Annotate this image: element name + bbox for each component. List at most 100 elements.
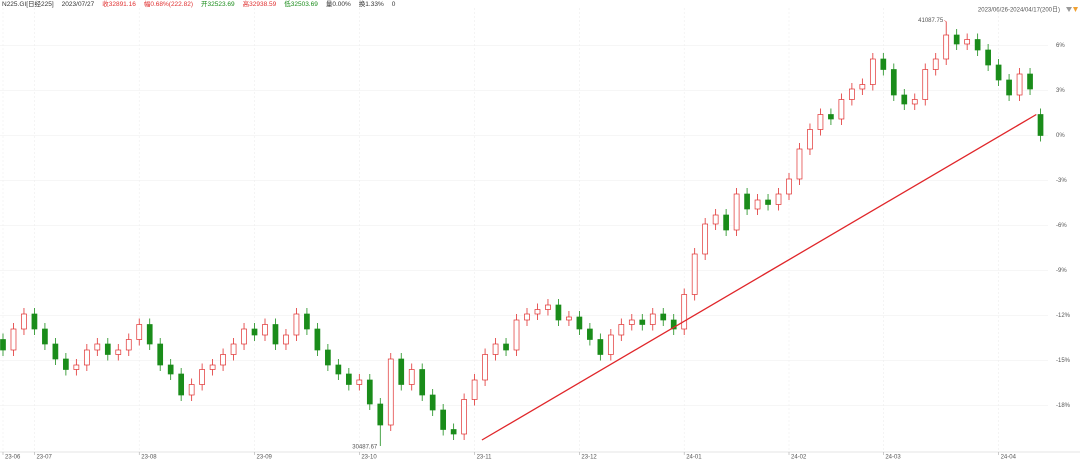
min-label: 30487.67: [352, 445, 378, 451]
candle-body: [534, 309, 541, 315]
candle-body: [73, 364, 80, 370]
y-tick-label: -12%: [1056, 313, 1071, 319]
candle-body: [262, 324, 268, 336]
candle-body: [932, 58, 939, 70]
candle-body: [283, 334, 289, 345]
candle-body: [607, 334, 614, 355]
candle-body: [838, 99, 845, 120]
candle-body: [566, 316, 572, 321]
y-tick-label: 3%: [1056, 88, 1065, 94]
candle-body: [429, 394, 436, 411]
header-item: N225.GI[日经225]: [2, 1, 54, 8]
candle-body: [482, 354, 488, 381]
candle-body: [995, 64, 1002, 81]
candle-body: [953, 34, 960, 45]
x-tick-label: 24-03: [885, 455, 901, 460]
candle-body: [83, 349, 90, 366]
candle-body: [492, 343, 499, 355]
candle-body: [42, 328, 48, 345]
candle-body: [31, 313, 38, 330]
candle-body: [545, 304, 551, 310]
candle-body: [649, 313, 656, 325]
candle-body: [408, 369, 415, 385]
candle-body: [94, 343, 101, 351]
candle-body: [964, 39, 971, 45]
candle-body: [691, 253, 698, 295]
y-tick-label: -18%: [1056, 403, 1071, 409]
candle-body: [440, 409, 447, 430]
trendline: [481, 113, 1037, 441]
candle-body: [744, 193, 750, 210]
candle-body: [450, 429, 457, 435]
header-bar: N225.GI[日经225] 2023/07/27 收32891.16 幅0.68%(…: [2, 0, 395, 10]
candle-body: [125, 339, 132, 351]
candle-body: [115, 349, 122, 355]
candle-body: [377, 403, 384, 426]
candle-body: [366, 379, 373, 405]
candle-body: [471, 379, 478, 400]
header-item: 开32523.69: [200, 1, 235, 8]
candle-body: [922, 69, 929, 100]
candle-body: [293, 313, 300, 336]
header-item: 幅0.68%(222.82): [143, 1, 193, 8]
candle-body: [618, 324, 625, 336]
candle-body: [513, 319, 520, 351]
candle-body: [733, 193, 740, 231]
candle-body: [10, 328, 17, 351]
candle-body: [1037, 114, 1044, 136]
candle-body: [167, 364, 174, 375]
header-item: 换1.33%: [358, 1, 384, 8]
candle-body: [157, 343, 164, 366]
candle-body: [628, 319, 635, 325]
candle-body: [754, 199, 761, 210]
max-pointer: [944, 20, 947, 22]
candle-body: [272, 324, 279, 345]
candle-body: [335, 364, 342, 375]
candle-body: [1016, 73, 1023, 96]
candle-body: [670, 319, 677, 330]
candle-body: [21, 313, 27, 330]
candle-body: [702, 223, 709, 255]
candle-body: [597, 339, 604, 355]
x-tick-label: 23-09: [257, 455, 273, 460]
candle-body: [209, 364, 216, 370]
candle-body: [199, 369, 205, 385]
range-label: 2023/06/26-2024/04/17(200日): [978, 7, 1060, 14]
x-tick-label: 23-11: [477, 455, 493, 460]
max-label: 41087.75: [918, 18, 944, 24]
range-dropdown[interactable]: [1066, 7, 1072, 12]
candle-body: [178, 373, 185, 396]
candle-body: [555, 304, 562, 321]
candle-body: [869, 58, 876, 85]
candle-body: [345, 373, 352, 385]
candle-body: [241, 328, 247, 345]
candle-body: [63, 358, 69, 370]
candle-body: [461, 399, 467, 435]
candle-body: [304, 313, 310, 330]
x-tick-label: 24-02: [791, 455, 807, 460]
y-tick-label: 6%: [1056, 43, 1065, 49]
candle-body: [587, 328, 593, 340]
x-tick-label: 23-12: [581, 455, 597, 460]
candle-body: [1027, 73, 1033, 90]
range-icon[interactable]: [1073, 7, 1078, 12]
candle-body: [807, 129, 813, 150]
candle-body: [765, 199, 771, 205]
candle-body: [817, 114, 824, 130]
x-tick-label: 24-01: [686, 455, 702, 460]
header-item: 2023/07/27: [61, 1, 95, 8]
y-tick-label: 0%: [1056, 133, 1065, 139]
candle-body: [943, 34, 950, 60]
candle-body: [325, 349, 331, 366]
candle-body: [712, 214, 719, 225]
candle-body: [52, 343, 59, 360]
candle-body: [681, 294, 688, 330]
candle-body: [890, 69, 897, 96]
header-item: 低32503.69: [284, 1, 318, 8]
candle-body: [828, 114, 834, 120]
y-tick-label: -9%: [1056, 268, 1067, 274]
x-tick-label: 23-10: [361, 455, 377, 460]
candle-body: [398, 358, 405, 385]
